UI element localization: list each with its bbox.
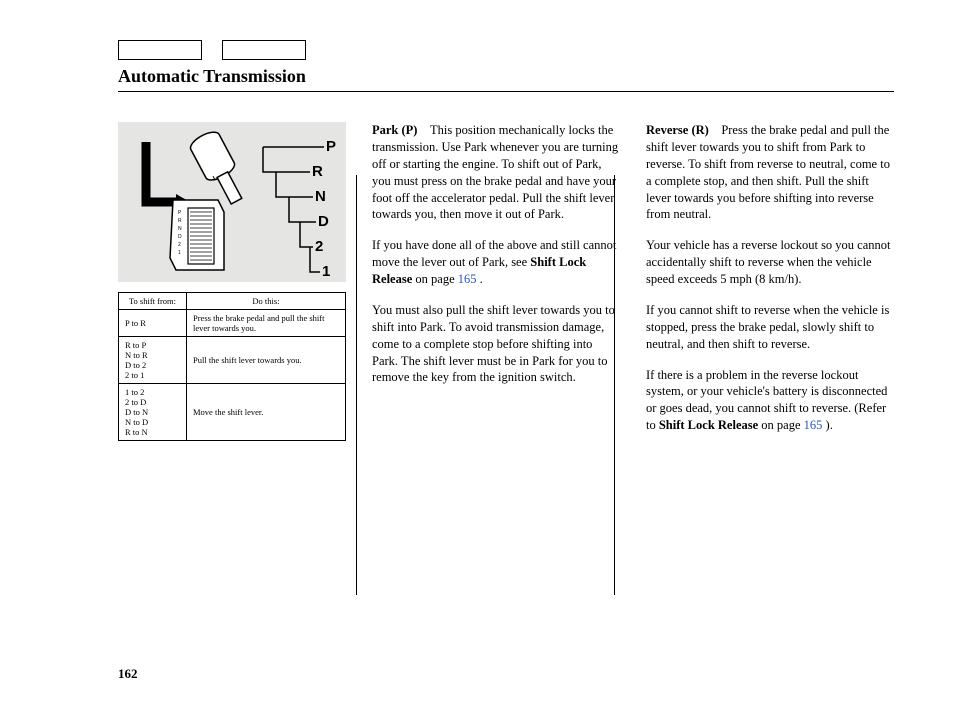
gear-label-d: D — [318, 213, 329, 230]
text: ). — [822, 418, 832, 432]
paragraph: You must also pull the shift lever towar… — [372, 302, 620, 386]
table-cell-from: P to R — [119, 310, 187, 337]
svg-text:2: 2 — [178, 242, 181, 248]
paragraph: Your vehicle has a reverse lockout so yo… — [646, 237, 894, 288]
table-cell-do: Move the shift lever. — [187, 384, 346, 441]
from-line: N to D — [125, 417, 180, 427]
content-columns: P R N D 2 1 P — [118, 122, 894, 448]
title-row: Automatic Transmission — [118, 66, 894, 92]
from-line: 2 to D — [125, 397, 180, 407]
page-link[interactable]: 165 — [804, 418, 823, 432]
table-cell-do: Press the brake pedal and pull the shift… — [187, 310, 346, 337]
park-paragraph: Park (P) This position mechani­cally loc… — [372, 122, 620, 223]
text: on page — [412, 272, 457, 286]
table-row: P to R Press the brake pedal and pull th… — [119, 310, 346, 337]
svg-text:R: R — [178, 218, 182, 224]
shift-lever-figure: P R N D 2 1 P — [118, 122, 346, 282]
table-cell-from: 1 to 2 2 to D D to N N to D R to N — [119, 384, 187, 441]
gear-label-n: N — [315, 188, 326, 205]
page-link[interactable]: 165 — [458, 272, 477, 286]
table-header-row: To shift from: Do this: — [119, 293, 346, 310]
table-header: Do this: — [187, 293, 346, 310]
page: Automatic Transmission — [0, 0, 954, 710]
gap — [417, 123, 430, 137]
paragraph: If there is a problem in the reverse loc… — [646, 367, 894, 435]
paragraph: If you cannot shift to reverse when the … — [646, 302, 894, 353]
column-2: Park (P) This position mechani­cally loc… — [372, 122, 620, 448]
svg-text:D: D — [178, 234, 182, 240]
shift-lock-release-label: Shift Lock Release — [659, 418, 758, 432]
column-divider — [356, 175, 357, 595]
from-line: D to 2 — [125, 360, 180, 370]
table-cell-do: Pull the shift lever towards you. — [187, 337, 346, 384]
text: . — [477, 272, 483, 286]
reverse-label: Reverse (R) — [646, 123, 709, 137]
gear-label-r: R — [312, 163, 323, 180]
gear-label-p: P — [326, 138, 336, 155]
column-3: Reverse (R) Press the brake pedal and pu… — [646, 122, 894, 448]
page-title: Automatic Transmission — [118, 66, 306, 86]
park-label: Park (P) — [372, 123, 417, 137]
shift-table: To shift from: Do this: P to R Press the… — [118, 292, 346, 441]
park-text: This position mechani­cally locks the tr… — [372, 123, 618, 221]
svg-text:1: 1 — [178, 250, 181, 256]
column-1: P R N D 2 1 P — [118, 122, 346, 448]
text: on page — [758, 418, 803, 432]
header-box — [118, 40, 202, 60]
table-cell-from: R to P N to R D to 2 2 to 1 — [119, 337, 187, 384]
header-boxes — [118, 40, 894, 60]
from-line: D to N — [125, 407, 180, 417]
gear-label-2: 2 — [315, 238, 323, 255]
reverse-text: Press the brake pedal and pull the shift… — [646, 123, 890, 221]
svg-text:N: N — [178, 226, 182, 232]
from-line: 2 to 1 — [125, 370, 180, 380]
reverse-paragraph: Reverse (R) Press the brake pedal and pu… — [646, 122, 894, 223]
from-line: 1 to 2 — [125, 387, 180, 397]
gear-label-1: 1 — [322, 263, 330, 280]
page-number: 162 — [118, 666, 138, 682]
paragraph: If you have done all of the above and st… — [372, 237, 620, 288]
header-box — [222, 40, 306, 60]
table-header: To shift from: — [119, 293, 187, 310]
table-row: R to P N to R D to 2 2 to 1 Pull the shi… — [119, 337, 346, 384]
from-line: N to R — [125, 350, 180, 360]
from-line: R to N — [125, 427, 180, 437]
from-line: R to P — [125, 340, 180, 350]
table-row: 1 to 2 2 to D D to N N to D R to N Move … — [119, 384, 346, 441]
gap — [709, 123, 722, 137]
shift-lever-svg: P R N D 2 1 — [118, 122, 346, 282]
